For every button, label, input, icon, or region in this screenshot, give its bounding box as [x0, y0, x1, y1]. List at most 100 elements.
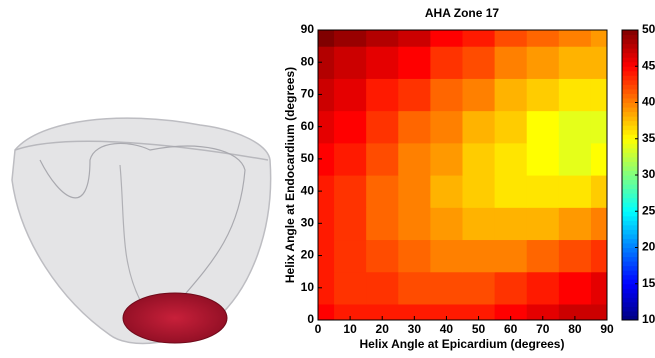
colorbar-swatch: [622, 224, 638, 230]
heatmap-cell: [558, 110, 592, 144]
heatmap-cell: [366, 175, 399, 208]
colorbar-swatch: [622, 57, 638, 63]
colorbar-swatch: [622, 129, 638, 135]
heart-render: [11, 117, 272, 345]
heatmap-cell: [366, 303, 399, 320]
heatmap-cell: [526, 175, 560, 208]
heatmap-cell: [398, 110, 431, 144]
colorbar-tick-label: 10: [642, 312, 655, 326]
colorbar-swatch: [622, 75, 638, 81]
heatmap-cell: [462, 78, 496, 112]
heatmap-cell: [430, 207, 464, 241]
colorbar-swatch: [622, 247, 638, 253]
colorbar-swatch: [622, 220, 638, 226]
heatmap-cell: [318, 207, 335, 241]
heatmap-cell: [590, 30, 607, 47]
colorbar-swatch: [622, 270, 638, 276]
y-tick-label: 40: [301, 183, 315, 197]
colorbar-swatch: [622, 43, 638, 49]
heatmap: [318, 30, 607, 320]
heatmap-cell: [398, 30, 431, 47]
colorbar-tick-label: 35: [642, 131, 655, 145]
colorbar-swatch: [622, 97, 638, 103]
heatmap-cell: [590, 239, 607, 273]
heatmap-cell: [318, 110, 335, 144]
heatmap-cell: [334, 175, 367, 208]
heatmap-cell: [366, 78, 399, 112]
x-axis-label: Helix Angle at Epicardium (degrees): [360, 337, 565, 351]
heatmap-cell: [366, 30, 399, 47]
heatmap-cell: [430, 78, 464, 112]
heatmap-cell: [494, 30, 528, 47]
heatmap-cell: [318, 303, 335, 320]
heatmap-cell: [334, 207, 367, 241]
heatmap-cell: [494, 78, 528, 112]
y-tick-label: 30: [301, 216, 315, 230]
heatmap-cell: [366, 142, 399, 176]
colorbar-swatch: [622, 102, 638, 108]
heatmap-cell: [494, 207, 528, 241]
heatmap-cell: [430, 239, 464, 273]
heatmap-cell: [590, 110, 607, 144]
colorbar-swatch: [622, 30, 638, 36]
heatmap-cell: [558, 142, 592, 176]
colorbar-swatch: [622, 215, 638, 221]
heatmap-cell: [590, 175, 607, 208]
heatmap-cell: [558, 303, 592, 320]
colorbar-tick-label: 40: [642, 95, 655, 109]
heatmap-cell: [398, 78, 431, 112]
colorbar-swatch: [622, 34, 638, 40]
heatmap-cell: [526, 271, 560, 305]
heatmap-cell: [430, 30, 464, 47]
heatmap-cell: [526, 30, 560, 47]
heatmap-cell: [334, 78, 367, 112]
heatmap-cell: [334, 46, 367, 79]
colorbar-tick-label: 15: [642, 276, 655, 290]
heatmap-cell: [462, 46, 496, 79]
heatmap-cell: [318, 271, 335, 305]
heatmap-cell: [462, 30, 496, 47]
colorbar-swatch: [622, 156, 638, 162]
chart-title: AHA Zone 17: [425, 6, 500, 20]
heatmap-cell: [430, 271, 464, 305]
heatmap-cell: [334, 30, 367, 47]
x-tick-label: 90: [600, 322, 614, 336]
x-tick-label: 50: [472, 322, 486, 336]
x-tick-label: 80: [568, 322, 582, 336]
colorbar-swatch: [622, 116, 638, 122]
x-tick-label: 30: [408, 322, 422, 336]
heatmap-cell: [526, 239, 560, 273]
colorbar-swatch: [622, 143, 638, 149]
colorbar-swatch: [622, 197, 638, 203]
colorbar-swatch: [622, 297, 638, 303]
colorbar-swatch: [622, 292, 638, 298]
heatmap-cell: [366, 271, 399, 305]
heatmap-cell: [430, 303, 464, 320]
colorbar-tick-label: 30: [642, 167, 655, 181]
heatmap-cell: [590, 78, 607, 112]
heatmap-cell: [590, 207, 607, 241]
colorbar-swatch: [622, 188, 638, 194]
heatmap-cell: [430, 142, 464, 176]
heatmap-cell: [334, 239, 367, 273]
heatmap-cell: [526, 78, 560, 112]
colorbar-tick-label: 45: [642, 58, 655, 72]
colorbar-swatch: [622, 134, 638, 140]
colorbar-swatch: [622, 310, 638, 316]
x-tick-label: 0: [315, 322, 322, 336]
x-tick-label: 60: [504, 322, 518, 336]
colorbar-swatch: [622, 79, 638, 85]
colorbar-swatch: [622, 48, 638, 54]
heatmap-cell: [558, 30, 592, 47]
heatmap-cell: [334, 110, 367, 144]
heatmap-cell: [366, 110, 399, 144]
x-tick-label: 20: [376, 322, 390, 336]
colorbar-swatch: [622, 184, 638, 190]
plot-frame: [317, 29, 608, 321]
colorbar-swatch: [622, 147, 638, 153]
colorbar-swatch: [622, 242, 638, 248]
colorbar-swatch: [622, 211, 638, 217]
heatmap-cell: [334, 271, 367, 305]
heatmap-cell: [558, 175, 592, 208]
colorbar-swatch: [622, 111, 638, 117]
